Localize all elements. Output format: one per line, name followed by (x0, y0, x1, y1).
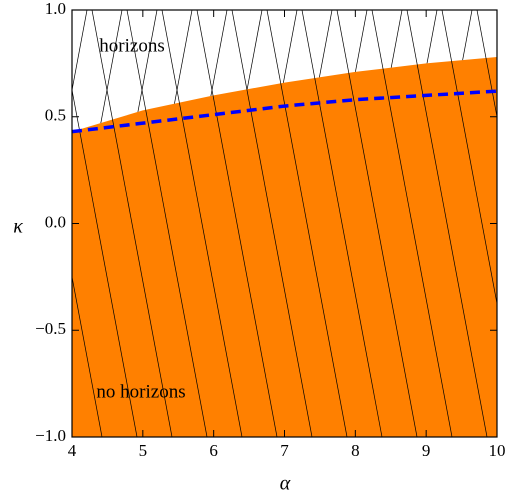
x-axis-label: α (280, 473, 291, 495)
y-axis-label: κ (13, 216, 23, 238)
annotation: horizons (99, 35, 164, 56)
x-tick-label: 7 (280, 441, 289, 460)
x-tick-label: 5 (139, 441, 148, 460)
hatch-line (406, 10, 488, 437)
hatch-line (161, 10, 243, 437)
hatch-line (216, 10, 298, 132)
hatch-line (476, 10, 497, 119)
hatch-line (72, 88, 138, 437)
x-tick-label: 4 (68, 441, 77, 460)
y-tick-label: 0.5 (45, 106, 66, 125)
x-tick-label: 8 (351, 441, 360, 460)
hatch-line (496, 10, 497, 132)
hatch-line (181, 10, 263, 132)
y-tick-label: −0.5 (35, 319, 66, 338)
no-horizon-region (72, 56, 497, 437)
x-tick-label: 6 (209, 441, 218, 460)
hatch-line (126, 10, 208, 437)
y-tick-label: 0.0 (45, 212, 66, 231)
y-tick-label: 1.0 (45, 0, 66, 18)
x-tick-label: 10 (489, 441, 506, 460)
hatch-line (336, 10, 418, 437)
x-tick-label: 9 (422, 441, 431, 460)
hatch-line (371, 10, 453, 437)
dashed-line (72, 89, 497, 134)
hatch-line (72, 274, 103, 437)
hatch-line (72, 10, 123, 132)
y-tick-label: −1.0 (35, 426, 66, 445)
hatch-line (231, 10, 313, 437)
hatch-line (266, 10, 348, 437)
hatch-line (91, 10, 173, 437)
hatch-line (301, 10, 383, 437)
hatch-line (111, 10, 193, 132)
hatch-line (72, 10, 88, 132)
hatch-line (196, 10, 278, 437)
hatch-line (76, 10, 158, 132)
hatch-line (441, 10, 497, 306)
hatch-line (146, 10, 228, 132)
annotation: no horizons (96, 381, 185, 402)
